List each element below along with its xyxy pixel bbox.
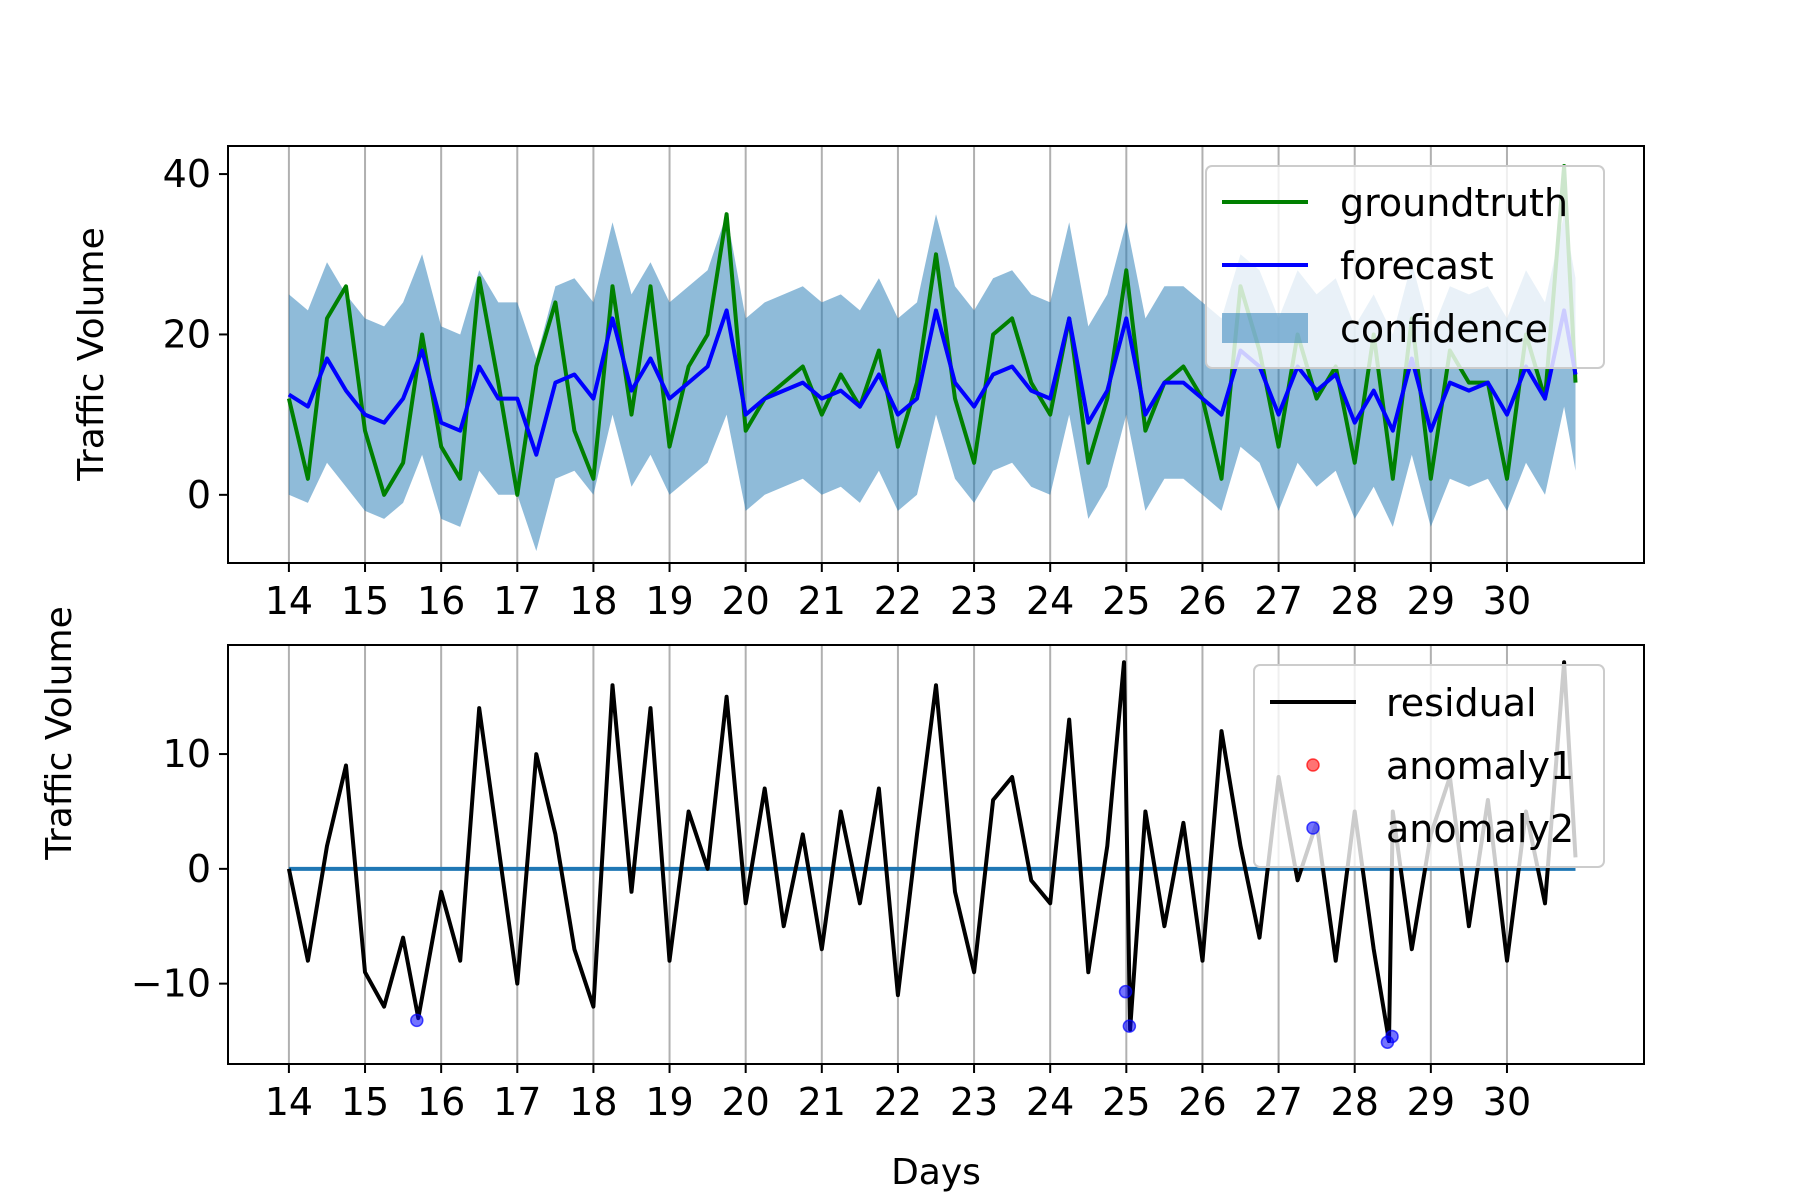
x-tick-label: 19 (645, 1080, 693, 1124)
bottom-chart: 14 15 16 17 18 19 20 21 22 23 24 25 26 27 28 29 30 −10 0 1… (39, 606, 1645, 1193)
x-tick-label: 16 (417, 1080, 465, 1124)
x-tick-label: 15 (341, 579, 389, 623)
legend-box (1253, 664, 1605, 868)
anomaly2-point (1118, 984, 1133, 999)
bottom-legend: residual anomaly1 anomaly2 (1253, 664, 1605, 868)
x-tick-label: 15 (341, 1080, 389, 1124)
x-tick-label: 29 (1407, 579, 1455, 623)
x-tick-label: 17 (493, 579, 541, 623)
x-tick-label: 26 (1178, 1080, 1226, 1124)
anomaly2-legend-label: anomaly2 (1386, 807, 1574, 851)
x-tick-label: 30 (1483, 1080, 1531, 1124)
bottom-x-ticks: 14 15 16 17 18 19 20 21 22 23 24 25 26 27 28 29 30 (265, 1064, 1531, 1124)
anomaly-points (410, 984, 1399, 1049)
x-tick-label: 21 (798, 1080, 846, 1124)
x-tick-label: 22 (874, 1080, 922, 1124)
y-tick-label: 40 (163, 152, 211, 196)
x-tick-label: 22 (874, 579, 922, 623)
confidence-legend-swatch (1222, 313, 1308, 343)
bottom-y-ticks: −10 0 10 (131, 732, 228, 1006)
x-tick-label: 25 (1102, 1080, 1150, 1124)
x-tick-label: 26 (1178, 579, 1226, 623)
x-tick-label: 21 (798, 579, 846, 623)
top-series-lines (286, 164, 1578, 497)
residual-legend-label: residual (1386, 681, 1537, 725)
anomaly1-legend-swatch (1306, 758, 1320, 772)
x-tick-label: 27 (1254, 579, 1302, 623)
top-legend: groundtruth forecast confidence (1205, 165, 1605, 369)
top-x-ticks: 14 15 16 17 18 19 20 21 22 23 24 25 26 27 28 29 30 (265, 563, 1531, 623)
x-tick-label: 24 (1026, 579, 1074, 623)
bottom-plot-frame (227, 644, 1645, 1065)
y-tick-label: 20 (163, 312, 211, 356)
y-tick-label: 10 (163, 732, 211, 776)
x-tick-label: 24 (1026, 1080, 1074, 1124)
groundtruth-line (286, 164, 1578, 497)
x-tick-label: 23 (950, 1080, 998, 1124)
bottom-x-axis-label: Days (891, 1152, 981, 1193)
forecast-line (287, 308, 1578, 457)
residual-line (286, 660, 1578, 1043)
confidence-legend-label: confidence (1340, 307, 1548, 351)
top-chart: 14 15 16 17 18 19 20 21 22 23 24 25 26 27 28 29 30 0 20 40… (71, 145, 1645, 623)
anomaly2-point (410, 1013, 424, 1028)
x-tick-label: 19 (645, 579, 693, 623)
y-tick-label: 0 (187, 847, 211, 891)
anomaly2-point (1385, 1029, 1399, 1044)
x-tick-label: 18 (569, 1080, 617, 1124)
top-plot-frame (227, 145, 1645, 564)
x-tick-label: 23 (950, 579, 998, 623)
x-tick-label: 28 (1331, 579, 1379, 623)
x-tick-label: 20 (721, 579, 769, 623)
x-tick-label: 18 (569, 579, 617, 623)
forecast-legend-label: forecast (1340, 244, 1494, 288)
anomaly2-legend-swatch (1306, 821, 1320, 835)
x-tick-label: 27 (1254, 1080, 1302, 1124)
x-tick-label: 30 (1483, 579, 1531, 623)
anomaly2-point (1122, 1019, 1137, 1033)
y-tick-label: 0 (187, 473, 211, 517)
x-tick-label: 14 (265, 1080, 313, 1124)
y-tick-label: −10 (131, 962, 211, 1006)
anomaly1-legend-label: anomaly1 (1386, 744, 1574, 788)
groundtruth-legend-label: groundtruth (1340, 181, 1568, 225)
x-tick-label: 17 (493, 1080, 541, 1124)
top-y-ticks: 0 20 40 (163, 152, 228, 517)
x-tick-label: 20 (721, 1080, 769, 1124)
x-tick-label: 14 (265, 579, 313, 623)
bottom-series-lines (286, 660, 1578, 1043)
x-tick-label: 16 (417, 579, 465, 623)
bottom-y-axis-label: Traffic Volume (39, 606, 80, 861)
x-tick-label: 25 (1102, 579, 1150, 623)
x-tick-label: 28 (1331, 1080, 1379, 1124)
top-y-axis-label: Traffic Volume (71, 227, 112, 482)
x-tick-label: 29 (1407, 1080, 1455, 1124)
